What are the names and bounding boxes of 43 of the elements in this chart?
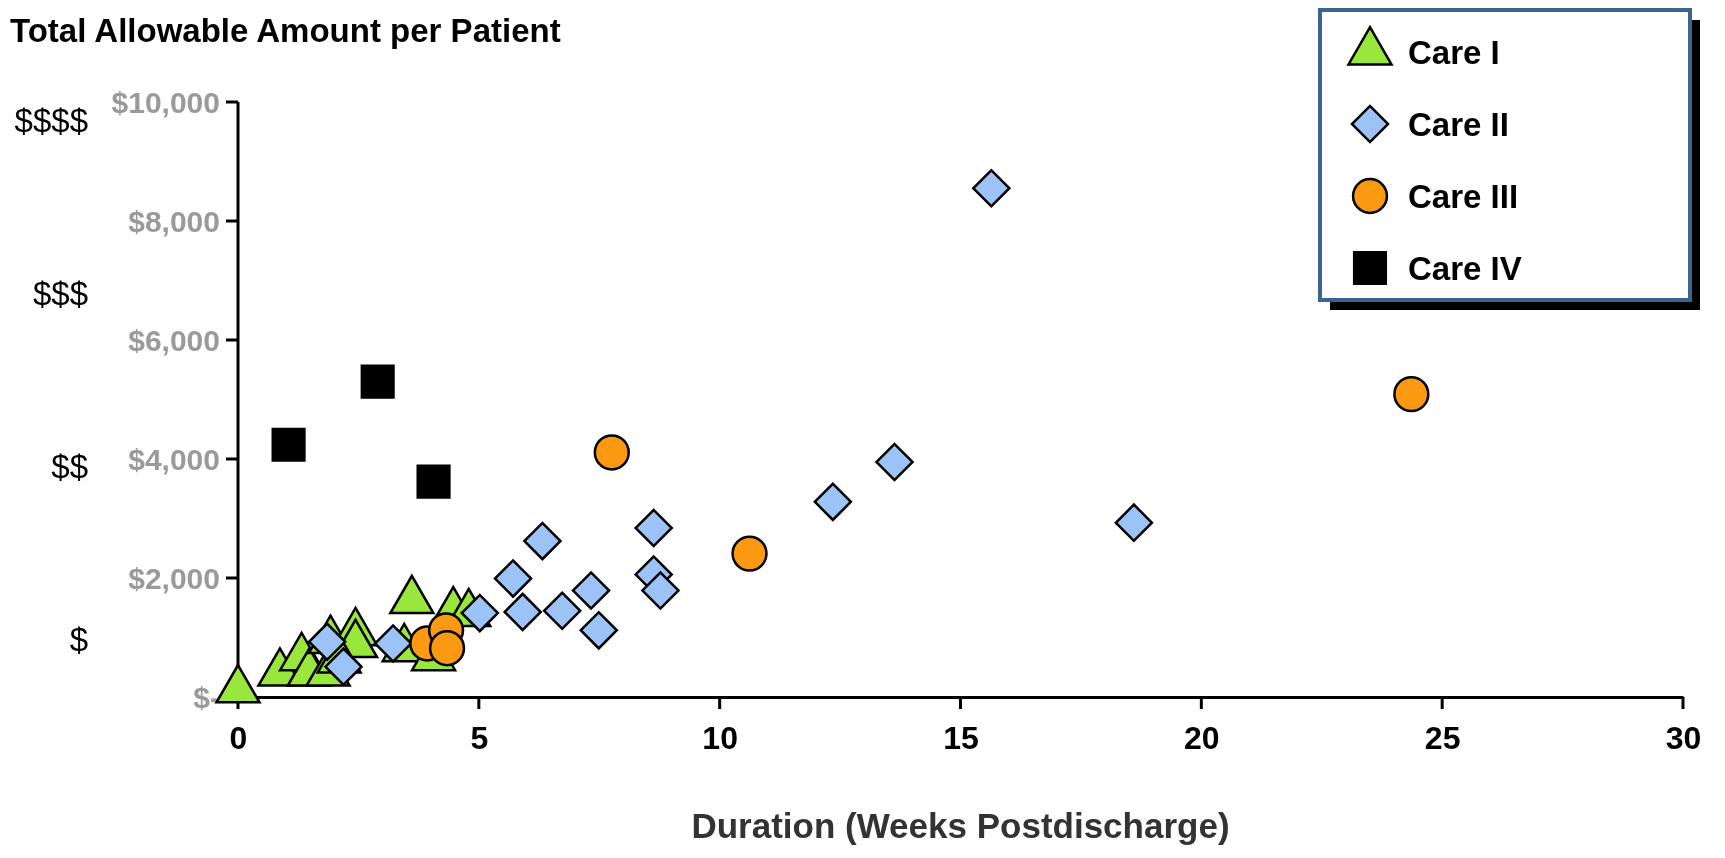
text: $ [69,620,88,658]
point [1114,503,1154,542]
x-tick-label: 0 [229,720,248,757]
point [503,592,542,632]
point [579,611,619,650]
point [972,169,1011,208]
chart-title: Total Allowable Amount per Patient [10,12,561,49]
point [1393,376,1430,413]
x-tick-label: 10 [702,720,738,757]
point [571,571,611,610]
text: $$$ [32,274,88,312]
point [428,630,466,667]
point [542,591,582,630]
text: $$ [51,447,88,485]
x-axis-title: Duration (Weeks Postdischarge) [691,806,1230,845]
legend-label: Care I [1408,33,1500,71]
y-tick-label: $10,000 [111,85,220,119]
point [641,571,680,610]
point [731,535,768,572]
text: $$$$ [14,101,88,139]
point [360,364,395,399]
x-tick-label: 20 [1184,720,1220,757]
point [593,434,630,471]
legend-label: Care IV [1408,249,1522,287]
y-tick-label: $8,000 [128,204,220,238]
point [416,464,451,499]
point [493,559,533,598]
point [634,508,673,548]
point [271,427,306,462]
y-tick-label: $6,000 [128,323,220,357]
point [875,442,914,482]
x-tick-label: 15 [943,720,979,757]
legend-label: Care III [1408,177,1519,215]
point [523,521,562,561]
y-tick-label: $4,000 [128,442,220,476]
x-tick-label: 5 [470,720,489,757]
legend-label: Care II [1408,105,1509,143]
y-tick-label: $- [193,680,220,714]
point [460,593,500,633]
x-tick-label: 30 [1665,720,1702,757]
x-tick-label: 25 [1424,720,1461,757]
y-tick-label: $2,000 [128,561,220,595]
point [813,482,853,522]
